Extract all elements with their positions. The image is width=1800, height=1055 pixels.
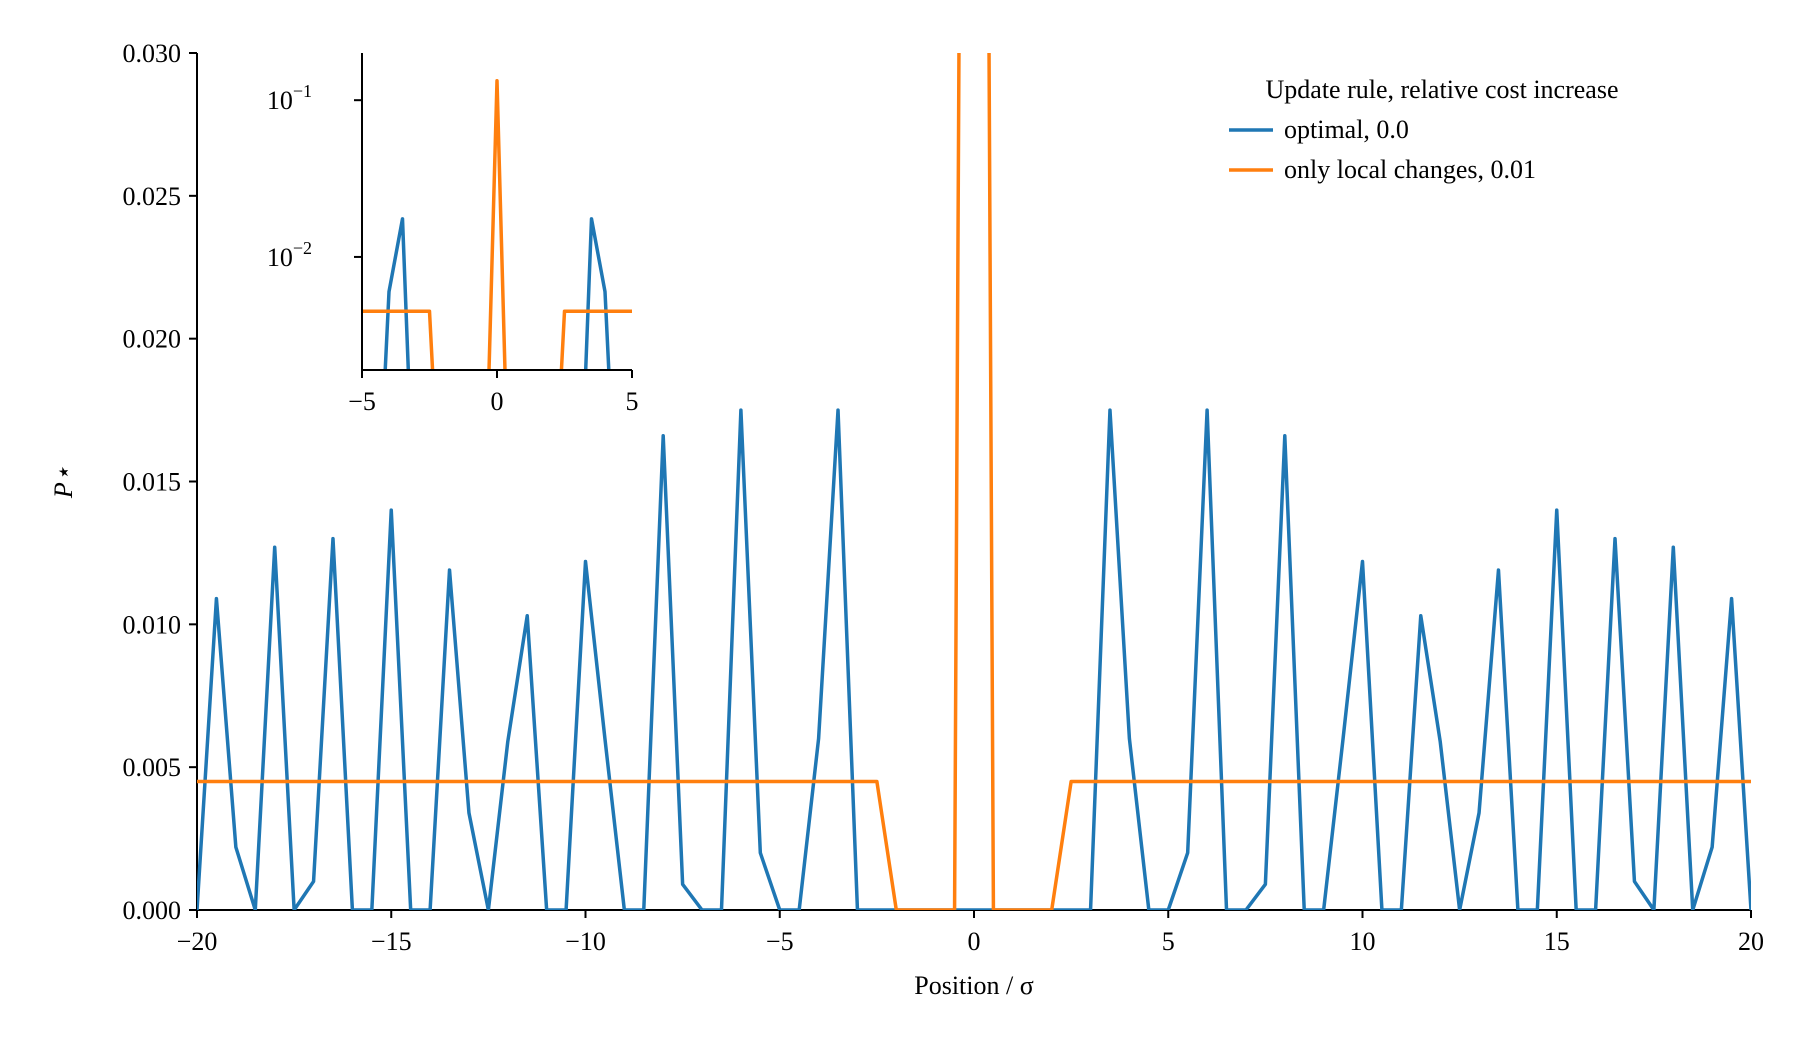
legend-label: optimal, 0.0 xyxy=(1284,115,1409,144)
inset-y-tick-base: 10 xyxy=(267,243,293,272)
x-tick-label: 10 xyxy=(1350,927,1376,956)
x-tick-label: 15 xyxy=(1544,927,1570,956)
x-axis-label: Position / σ xyxy=(914,971,1034,1000)
legend-title: Update rule, relative cost increase xyxy=(1266,75,1619,104)
y-tick-label: 0.015 xyxy=(123,468,182,497)
y-tick-label: 0.000 xyxy=(123,896,182,925)
inset-series-line xyxy=(362,79,632,370)
y-tick-label: 0.020 xyxy=(123,325,182,354)
inset-x-tick-label: 5 xyxy=(626,387,639,416)
inset-y-tick-exponent: −1 xyxy=(293,81,312,101)
y-axis-label: P⋆ xyxy=(49,466,78,499)
x-tick-label: −10 xyxy=(565,927,606,956)
inset-x-tick-label: −5 xyxy=(348,387,376,416)
inset-x-tick-label: 0 xyxy=(491,387,504,416)
series-line xyxy=(197,53,1751,910)
y-tick-label: 0.030 xyxy=(123,39,182,68)
inset-y-tick-label: 10−2 xyxy=(267,238,312,272)
inset-y-tick-exponent: −2 xyxy=(293,238,312,258)
x-tick-label: −15 xyxy=(371,927,412,956)
series-line xyxy=(197,408,1751,910)
x-tick-label: −20 xyxy=(177,927,218,956)
inset-y-tick-base: 10 xyxy=(267,86,293,115)
legend-label: only local changes, 0.01 xyxy=(1284,155,1536,184)
x-tick-label: −5 xyxy=(766,927,794,956)
x-tick-label: 20 xyxy=(1738,927,1764,956)
x-tick-label: 0 xyxy=(968,927,981,956)
inset-y-tick-label: 10−1 xyxy=(267,81,312,115)
x-tick-label: 5 xyxy=(1162,927,1175,956)
y-tick-label: 0.025 xyxy=(123,182,182,211)
y-tick-label: 0.010 xyxy=(123,610,182,639)
y-tick-label: 0.005 xyxy=(123,753,182,782)
